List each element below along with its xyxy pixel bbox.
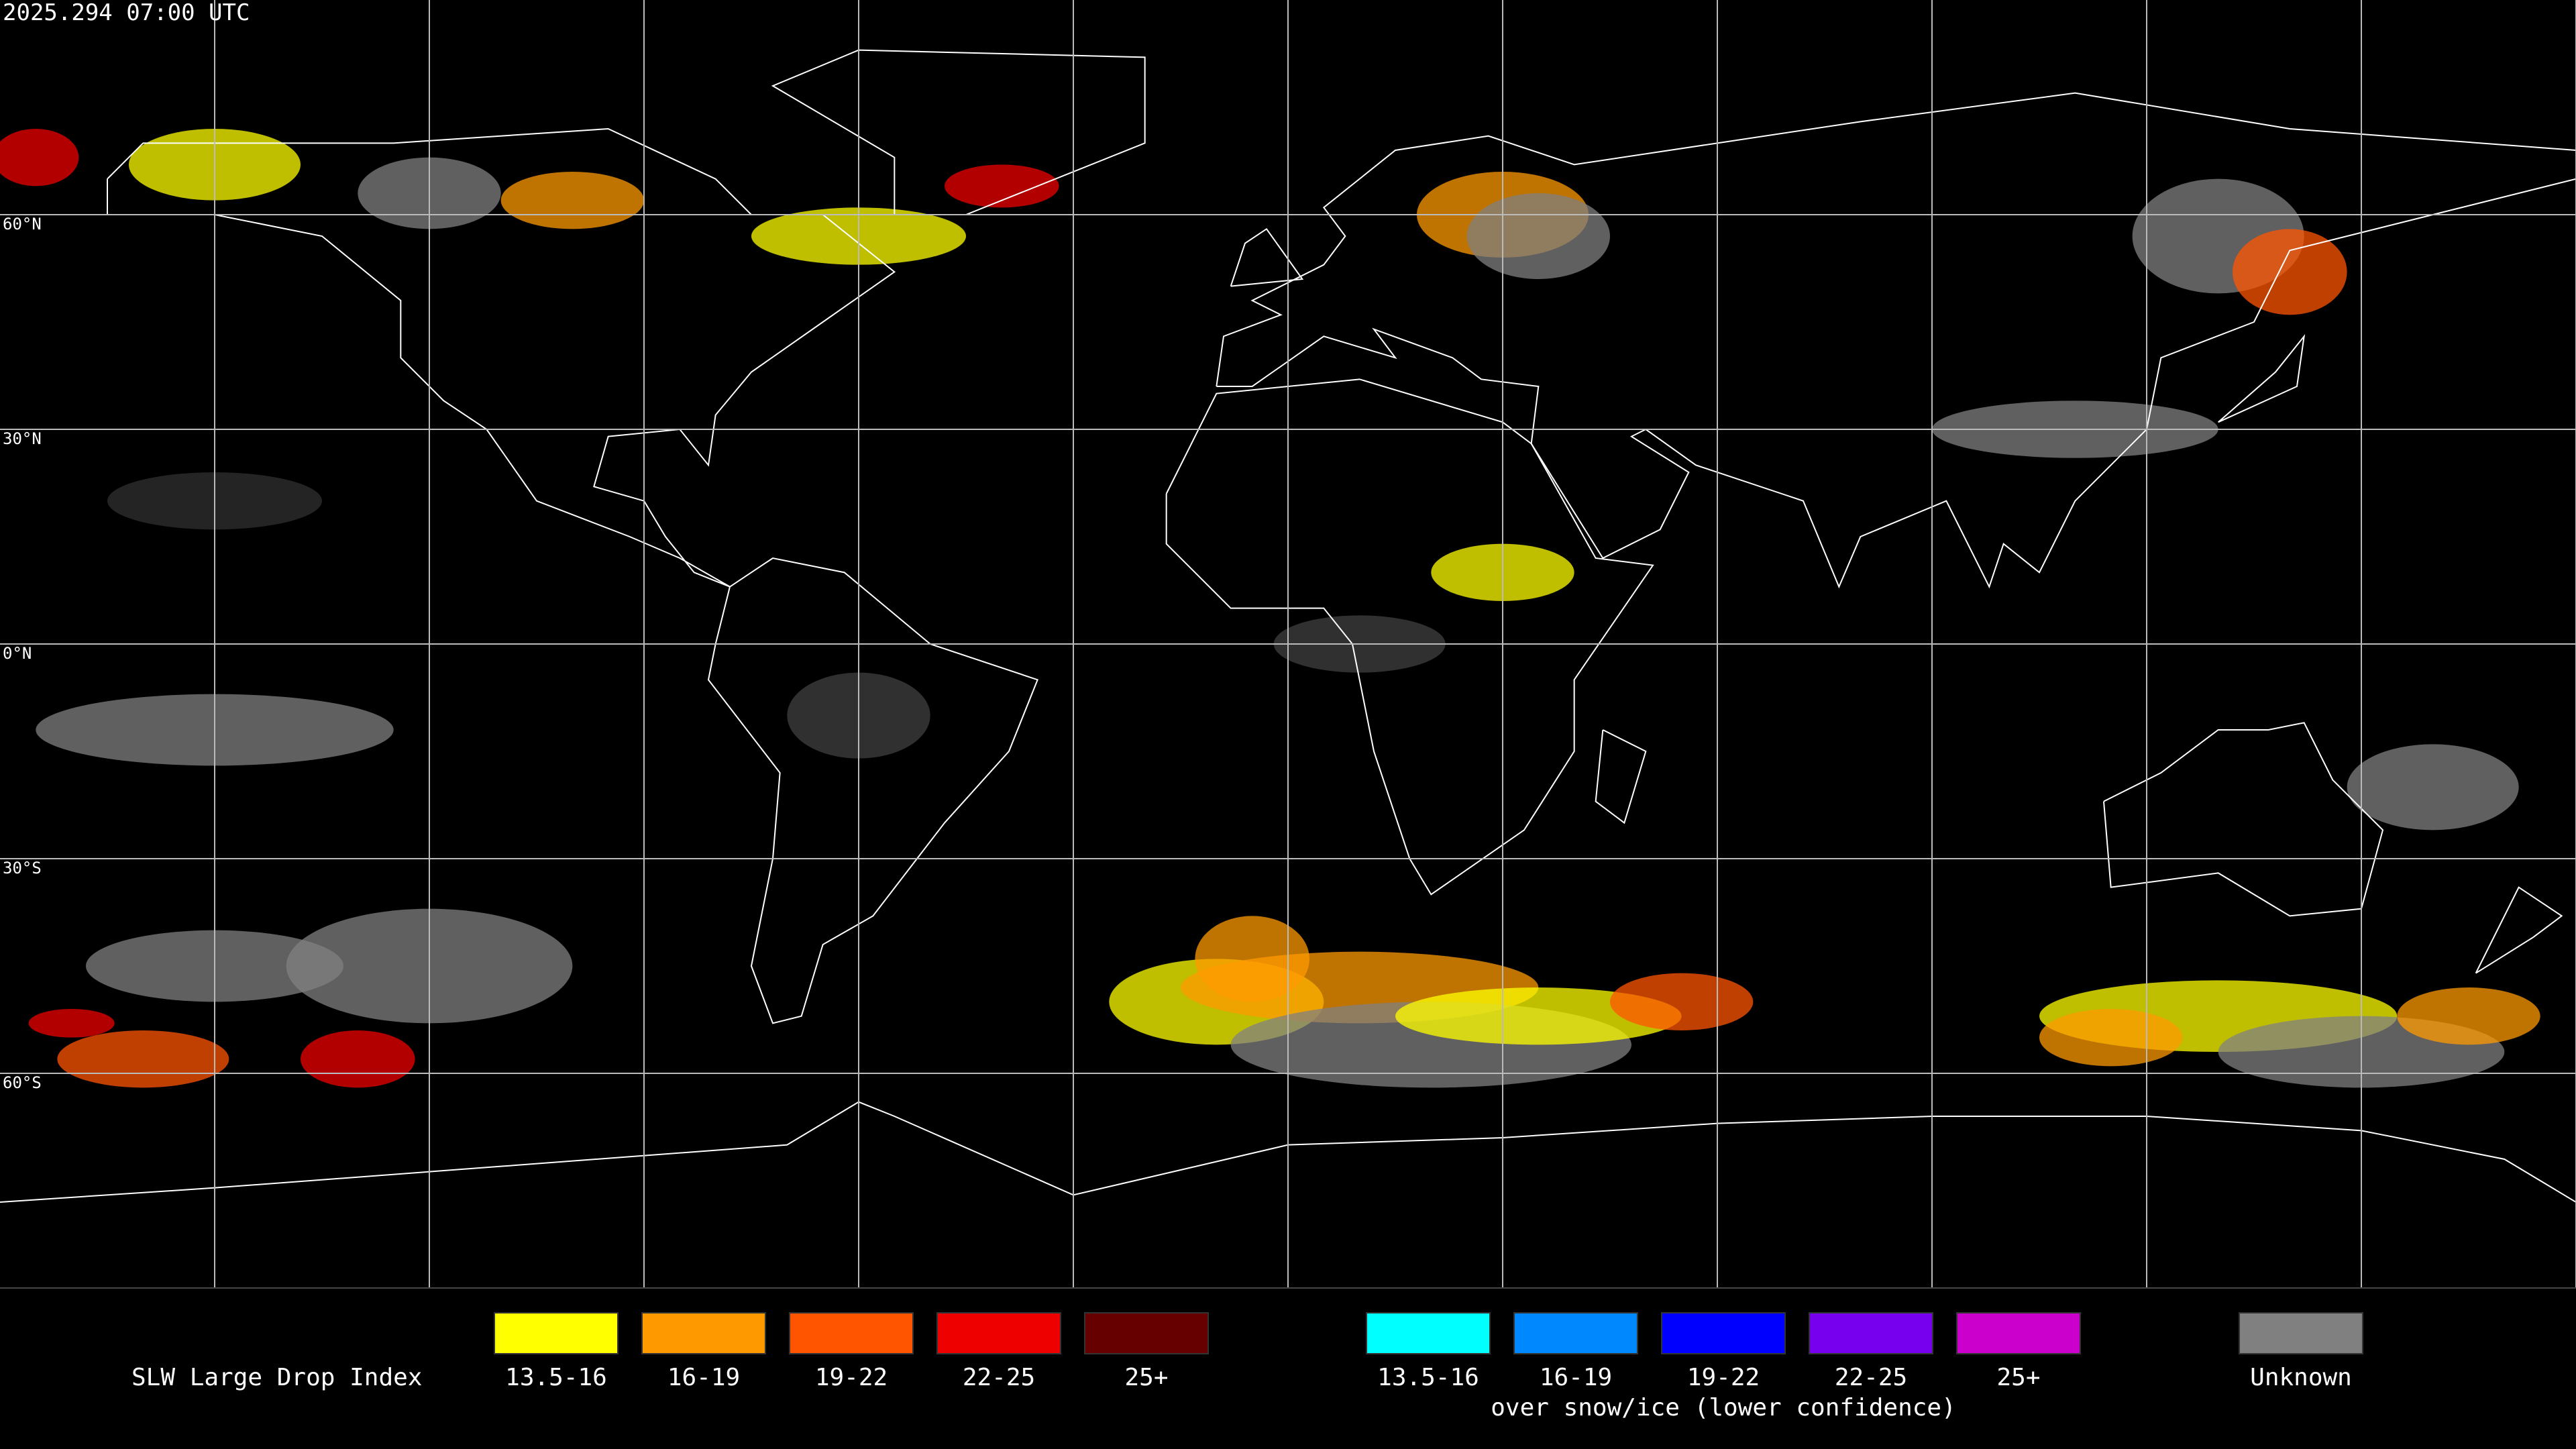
coastline [2475,886,2563,974]
legend-label: 16-19 [667,1364,740,1391]
cloud-patch [2039,1009,2183,1067]
legend-swatch [1366,1312,1491,1354]
legend-swatch [1809,1312,1933,1354]
legend-caption: over snow/ice (lower confidence) [1491,1394,1956,1421]
cloud-patch [0,129,79,186]
legend-swatch [1956,1312,2081,1354]
legend-label: 13.5-16 [1377,1364,1479,1391]
coastline [2218,333,2306,423]
coastline [707,557,1038,1024]
legend-label: 25+ [1124,1364,1168,1391]
cloud-patch [500,171,644,229]
cloud-patch [300,1030,415,1088]
legend-swatch [2239,1312,2363,1354]
latitude-label: 60°S [3,1073,42,1092]
legend-swatch [494,1312,619,1354]
legend-swatch [1084,1312,1209,1354]
cloud-patch [2397,987,2540,1045]
legend-swatch [1513,1312,1638,1354]
cloud-patch [1195,916,1309,1002]
coastline [107,127,896,588]
latitude-label: 30°S [3,859,42,877]
coastline [1165,378,1654,896]
coastline [1230,227,1304,287]
legend-label: 16-19 [1540,1364,1612,1391]
cloud-patch [945,164,1059,208]
legend-swatch [641,1312,766,1354]
latitude-label: 0°N [3,644,32,663]
graticule: 60°N 30°N 0°N 30°S 60°S [0,0,2576,1288]
cloud-patch [1466,193,1610,279]
cloud-patch [1610,973,1754,1031]
cloud-patch [57,1030,229,1088]
cloud-patch [1395,987,1682,1045]
legend-label: 22-25 [1835,1364,1907,1391]
coastline [1216,92,2576,589]
legend-label: Unknown [2250,1364,2352,1391]
legend-label: 19-22 [815,1364,888,1391]
legend-label: 19-22 [1687,1364,1760,1391]
latitude-label: 60°N [3,215,42,233]
legend-swatch [936,1312,1061,1354]
latitude-label: 30°N [3,429,42,448]
legend: SLW Large Drop Index 13.5-16 16-19 19-22 22… [131,1312,2363,1421]
cloud-patch [2347,744,2519,830]
coastline [771,49,1146,215]
timestamp: 2025.294 07:00 UTC [3,0,250,26]
cloud-patch [28,1009,115,1038]
coastlines [0,49,2576,1203]
legend-label: 13.5-16 [505,1364,607,1391]
legend-title: SLW Large Drop Index [131,1364,422,1391]
legend-label: 22-25 [963,1364,1035,1391]
legend-swatch [789,1312,914,1354]
legend-swatch [1661,1312,1786,1354]
cloud-patch [2233,229,2347,315]
coastline [1595,729,1647,824]
coastline [2103,722,2384,917]
legend-label: 25+ [1996,1364,2040,1391]
